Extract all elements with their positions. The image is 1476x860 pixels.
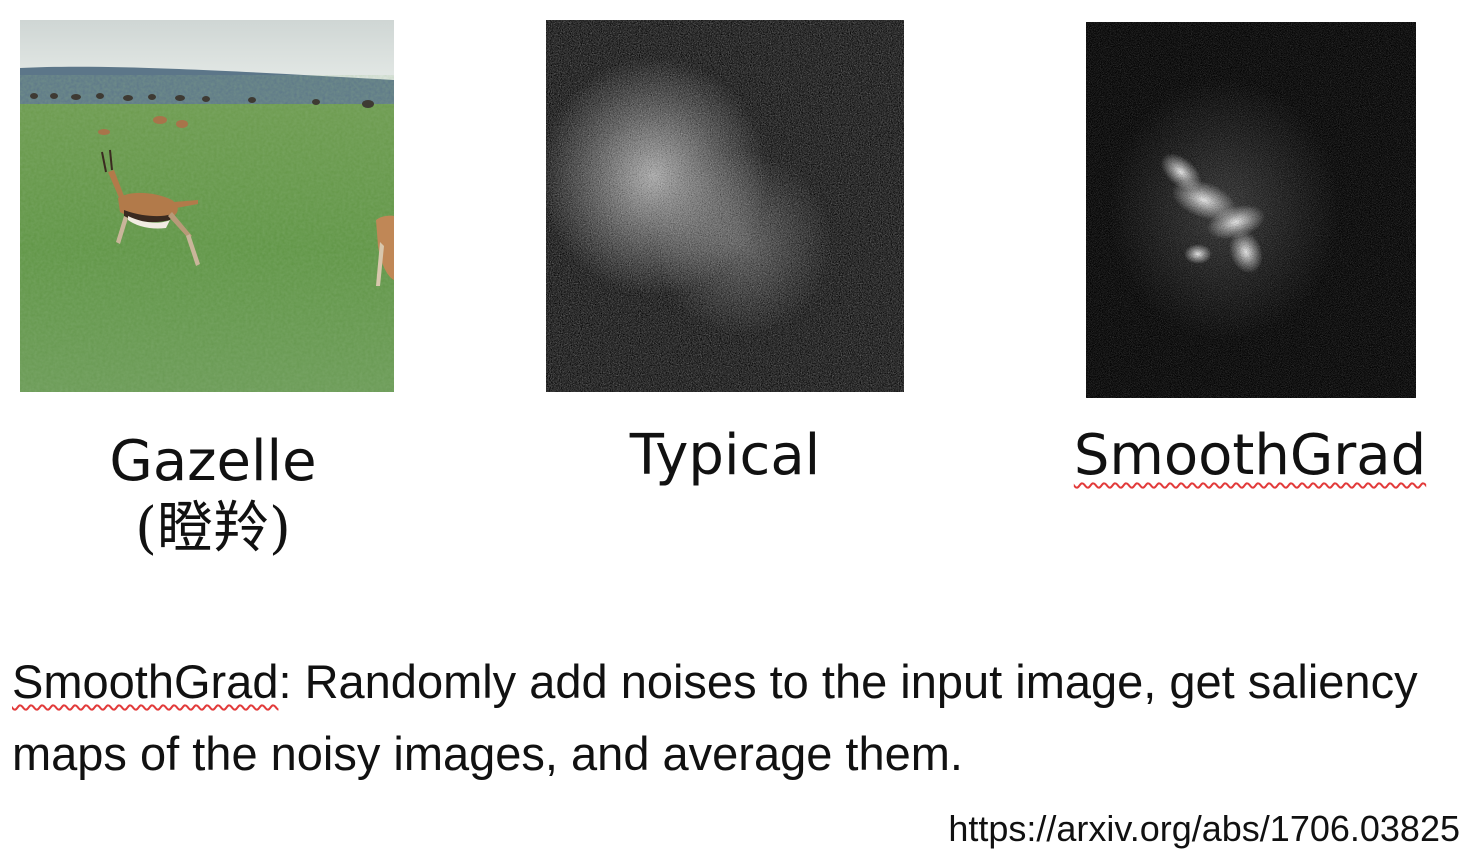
reference-url: https://arxiv.org/abs/1706.03825 bbox=[948, 808, 1460, 850]
gazelle-image bbox=[20, 20, 394, 392]
gazelle-caption-title: Gazelle bbox=[40, 428, 386, 495]
smoothgrad-caption-text: SmoothGrad bbox=[1074, 423, 1426, 488]
smoothgrad-saliency-map bbox=[1086, 22, 1416, 398]
description-term: SmoothGrad bbox=[12, 655, 278, 708]
typical-caption: Typical bbox=[546, 422, 904, 489]
smoothgrad-caption: SmoothGrad bbox=[1060, 422, 1440, 489]
typical-saliency-map bbox=[546, 20, 904, 392]
gazelle-photo bbox=[20, 20, 394, 392]
gazelle-caption-chinese: (瞪羚) bbox=[40, 495, 386, 562]
typical-saliency-image bbox=[546, 20, 904, 392]
gazelle-caption: Gazelle (瞪羚) bbox=[40, 428, 386, 562]
smoothgrad-description: SmoothGrad: Randomly add noises to the i… bbox=[12, 646, 1462, 790]
smoothgrad-saliency-image bbox=[1086, 22, 1416, 398]
